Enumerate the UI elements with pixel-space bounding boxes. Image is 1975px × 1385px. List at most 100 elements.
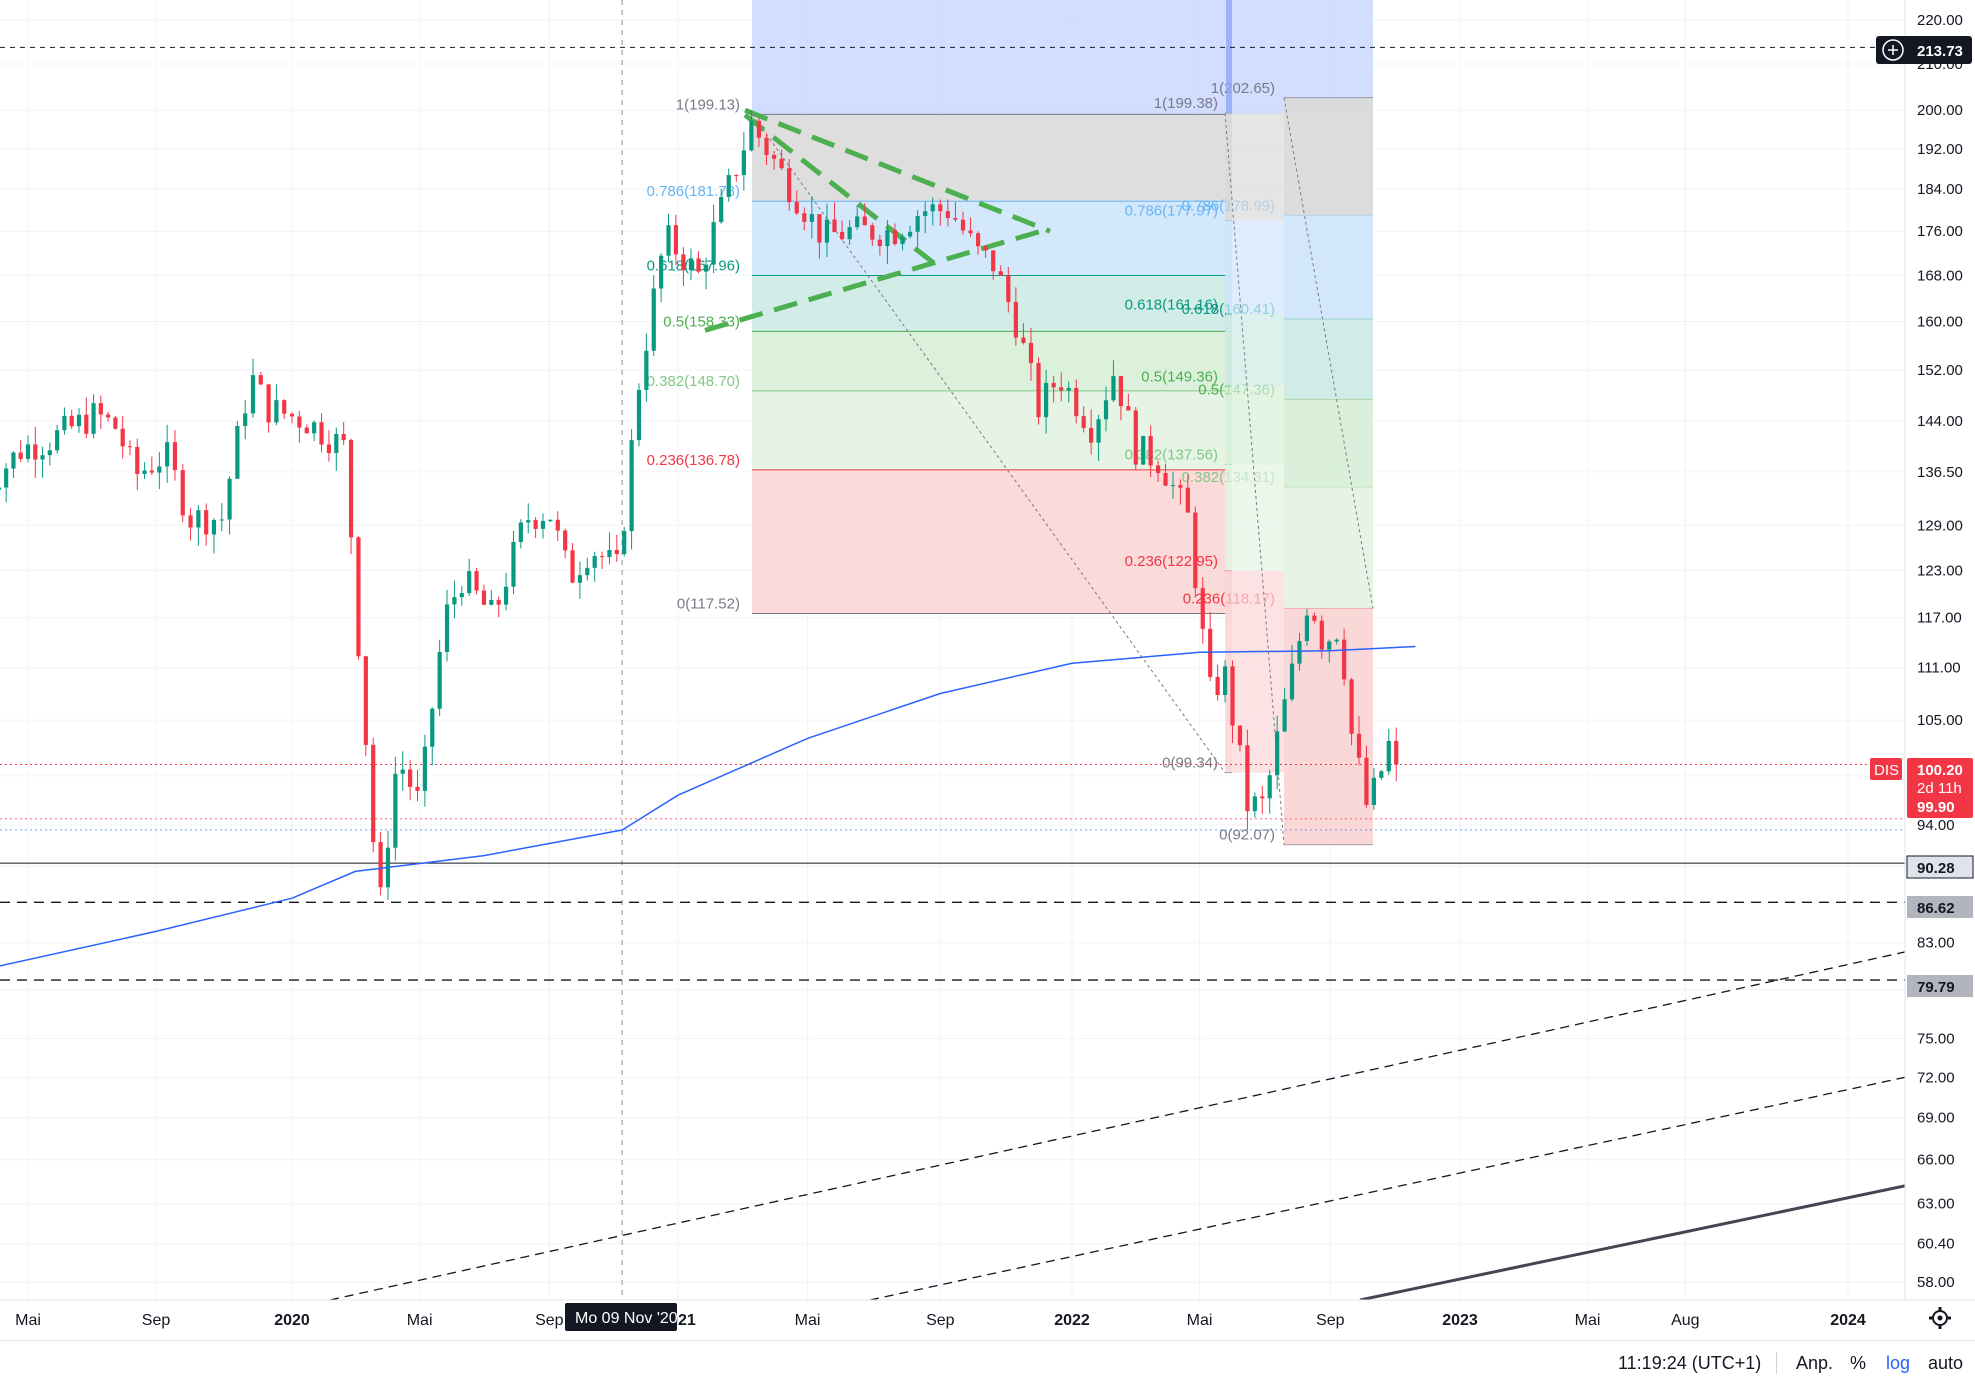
candle-body — [135, 446, 140, 474]
candle-body — [991, 250, 996, 272]
candle-body — [297, 416, 302, 428]
candle-body — [1312, 615, 1317, 621]
price-axis[interactable]: 220.00210.00200.00192.00184.00176.00168.… — [1917, 12, 1963, 1291]
candle-body — [636, 389, 642, 441]
percent-button[interactable]: % — [1850, 1353, 1867, 1373]
fib-label: 0.382(148.70) — [647, 373, 740, 390]
candle-body — [258, 375, 263, 385]
candle-body — [614, 550, 619, 555]
last-price: 100.20 — [1917, 762, 1963, 779]
price-tick: 144.00 — [1917, 413, 1963, 430]
candle-body — [1386, 740, 1391, 772]
price-tick: 152.00 — [1917, 362, 1963, 379]
candle-body — [459, 593, 464, 598]
candle-body — [1118, 376, 1123, 407]
candle-body — [975, 233, 981, 247]
wedge-lower — [704, 226, 1051, 333]
candle-body — [0, 487, 1, 490]
log-button[interactable]: log — [1886, 1353, 1911, 1373]
candle-body — [503, 586, 509, 605]
candle-body — [824, 219, 830, 243]
price-tick: 105.00 — [1917, 712, 1963, 729]
candle-body — [489, 599, 494, 605]
fib-zone — [1284, 487, 1373, 609]
crosshair-time-label: Mo 09 Nov '20 — [565, 1303, 678, 1331]
price-tick: 220.00 — [1917, 12, 1963, 29]
candle-body — [496, 599, 501, 605]
candle-body — [334, 433, 339, 454]
candle-body — [900, 236, 905, 245]
candle-body — [1282, 699, 1287, 732]
price-tick: 60.40 — [1917, 1236, 1955, 1253]
fib-zone — [752, 114, 1232, 202]
candle-body — [681, 254, 686, 271]
candle-body — [855, 216, 860, 228]
candle-body — [266, 384, 271, 423]
time-tick: Sep — [926, 1312, 955, 1329]
candle-body — [548, 519, 553, 522]
clock[interactable]: 11:19:24 (UTC+1) — [1618, 1353, 1762, 1373]
time-tick: Mai — [407, 1312, 433, 1329]
candle-body — [1059, 387, 1064, 391]
candle-body — [607, 550, 612, 558]
candle-body — [235, 426, 240, 479]
candle-body — [1245, 745, 1250, 812]
candle-body — [319, 422, 324, 445]
fib-label: 0.618(161.16) — [1125, 297, 1218, 314]
time-tick: Mai — [795, 1312, 821, 1329]
price-tick: 66.00 — [1917, 1152, 1955, 1169]
candle-body — [1237, 725, 1243, 746]
time-tick: Mai — [1187, 1312, 1213, 1329]
fib-zone — [1226, 464, 1284, 571]
candle-body — [1081, 416, 1086, 428]
crosshair-time: Mo 09 Nov '20 — [575, 1310, 678, 1327]
price-tick: 75.00 — [1917, 1031, 1955, 1048]
candle-body — [142, 470, 147, 474]
fib-retracements: 1(199.13) 0.786(181.78) 0.618(167.96) 0.5(1… — [647, 0, 1373, 846]
fib-zone — [1226, 386, 1284, 465]
fib-label: 0.5(158.33) — [663, 313, 740, 330]
candle-body — [1371, 777, 1376, 805]
candle-body — [585, 567, 590, 576]
fib-label: 0.5(149.36) — [1141, 369, 1218, 386]
candle-body — [1356, 733, 1362, 758]
fib-label: 0.236(122.95) — [1125, 553, 1218, 570]
fib-label: 1(199.38) — [1154, 95, 1218, 112]
candle-body — [1319, 620, 1324, 650]
candle-body — [467, 571, 472, 594]
candle-body — [113, 417, 118, 429]
auto-button[interactable]: auto — [1928, 1353, 1964, 1373]
candle-body — [771, 155, 777, 159]
price-chart[interactable]: 1(199.13) 0.786(181.78) 0.618(167.96) 0.5(1… — [0, 0, 1975, 1340]
fib-zone — [1284, 215, 1373, 320]
fib-extension-zone — [752, 0, 1373, 115]
candle-body — [877, 239, 882, 247]
candle-body — [839, 232, 845, 240]
price-tick: 63.00 — [1917, 1196, 1955, 1213]
candle-body — [1364, 757, 1369, 805]
fib-label: 0(92.07) — [1219, 827, 1275, 844]
fib-trendline-3 — [1283, 97, 1374, 609]
symbol-label: DIS — [1870, 758, 1902, 780]
candle-body — [1043, 382, 1049, 418]
time-tick: 2020 — [274, 1312, 310, 1329]
candle-body — [1394, 740, 1399, 765]
fib-zone — [1226, 220, 1284, 315]
candle-body — [348, 439, 354, 538]
adjust-button[interactable]: Anp. — [1796, 1353, 1834, 1373]
candle-body — [1185, 487, 1190, 513]
candle-body — [33, 444, 38, 460]
candle-body — [511, 541, 516, 587]
settings-gear-icon[interactable] — [1929, 1307, 1951, 1329]
trend-line-3 — [1359, 1184, 1905, 1300]
candle-body — [91, 403, 96, 434]
time-axis[interactable]: Mai Sep 2020 Mai Sep 2021 Mai Sep 2022 Mai Sep 2023… — [15, 1312, 1866, 1329]
price-tick: 200.00 — [1917, 102, 1963, 119]
candle-body — [172, 442, 178, 471]
candle-body — [400, 769, 405, 774]
plus-icon[interactable] — [1882, 39, 1904, 61]
price-tick: 72.00 — [1917, 1069, 1955, 1086]
candle-body — [749, 120, 754, 151]
candle-body — [1260, 796, 1265, 799]
time-tick: Sep — [1316, 1312, 1345, 1329]
